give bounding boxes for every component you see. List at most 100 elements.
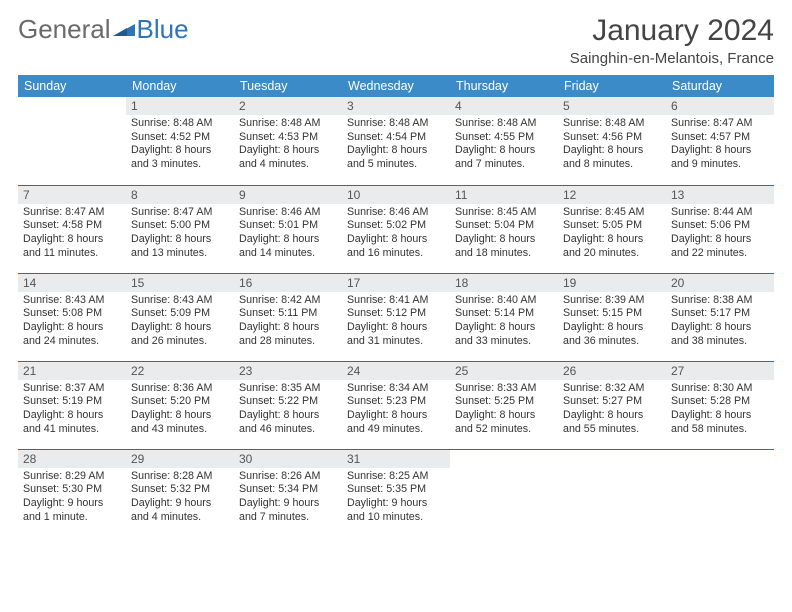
sunrise-text: Sunrise: 8:42 AM: [239, 294, 337, 308]
calendar-day-cell: 12Sunrise: 8:45 AMSunset: 5:05 PMDayligh…: [558, 185, 666, 273]
calendar-day-cell: 10Sunrise: 8:46 AMSunset: 5:02 PMDayligh…: [342, 185, 450, 273]
weekday-header: Wednesday: [342, 75, 450, 97]
calendar-week-row: 14Sunrise: 8:43 AMSunset: 5:08 PMDayligh…: [18, 273, 774, 361]
sunset-text: Sunset: 5:09 PM: [131, 307, 229, 321]
sunset-text: Sunset: 5:22 PM: [239, 395, 337, 409]
sunset-text: Sunset: 5:34 PM: [239, 483, 337, 497]
calendar-day-cell: 6Sunrise: 8:47 AMSunset: 4:57 PMDaylight…: [666, 97, 774, 185]
calendar-day-cell: .: [450, 449, 558, 537]
calendar-day-cell: 29Sunrise: 8:28 AMSunset: 5:32 PMDayligh…: [126, 449, 234, 537]
logo-text-general: General: [18, 14, 111, 45]
day-number: 19: [558, 274, 666, 292]
sunset-text: Sunset: 5:01 PM: [239, 219, 337, 233]
sunset-text: Sunset: 5:17 PM: [671, 307, 769, 321]
day-detail: Sunrise: 8:32 AMSunset: 5:27 PMDaylight:…: [558, 380, 666, 440]
day-detail: Sunrise: 8:26 AMSunset: 5:34 PMDaylight:…: [234, 468, 342, 528]
daylight-text: Daylight: 8 hours and 9 minutes.: [671, 144, 769, 171]
daylight-text: Daylight: 8 hours and 8 minutes.: [563, 144, 661, 171]
sunset-text: Sunset: 5:30 PM: [23, 483, 121, 497]
sunset-text: Sunset: 4:53 PM: [239, 131, 337, 145]
calendar-day-cell: 24Sunrise: 8:34 AMSunset: 5:23 PMDayligh…: [342, 361, 450, 449]
weekday-header: Tuesday: [234, 75, 342, 97]
calendar-day-cell: 25Sunrise: 8:33 AMSunset: 5:25 PMDayligh…: [450, 361, 558, 449]
calendar-day-cell: 2Sunrise: 8:48 AMSunset: 4:53 PMDaylight…: [234, 97, 342, 185]
sunset-text: Sunset: 5:05 PM: [563, 219, 661, 233]
weekday-header: Sunday: [18, 75, 126, 97]
calendar-day-cell: 26Sunrise: 8:32 AMSunset: 5:27 PMDayligh…: [558, 361, 666, 449]
calendar-day-cell: 19Sunrise: 8:39 AMSunset: 5:15 PMDayligh…: [558, 273, 666, 361]
day-number: 18: [450, 274, 558, 292]
day-detail: [666, 468, 774, 473]
day-detail: Sunrise: 8:30 AMSunset: 5:28 PMDaylight:…: [666, 380, 774, 440]
day-number: 7: [18, 186, 126, 204]
weekday-header: Monday: [126, 75, 234, 97]
calendar-week-row: 28Sunrise: 8:29 AMSunset: 5:30 PMDayligh…: [18, 449, 774, 537]
day-detail: Sunrise: 8:29 AMSunset: 5:30 PMDaylight:…: [18, 468, 126, 528]
daylight-text: Daylight: 8 hours and 20 minutes.: [563, 233, 661, 260]
day-detail: Sunrise: 8:40 AMSunset: 5:14 PMDaylight:…: [450, 292, 558, 352]
sunrise-text: Sunrise: 8:48 AM: [563, 117, 661, 131]
calendar-day-cell: 17Sunrise: 8:41 AMSunset: 5:12 PMDayligh…: [342, 273, 450, 361]
day-detail: [450, 468, 558, 473]
sunset-text: Sunset: 5:27 PM: [563, 395, 661, 409]
sunset-text: Sunset: 5:06 PM: [671, 219, 769, 233]
daylight-text: Daylight: 8 hours and 58 minutes.: [671, 409, 769, 436]
day-number: 5: [558, 97, 666, 115]
sunset-text: Sunset: 5:35 PM: [347, 483, 445, 497]
sunset-text: Sunset: 4:52 PM: [131, 131, 229, 145]
calendar-day-cell: 30Sunrise: 8:26 AMSunset: 5:34 PMDayligh…: [234, 449, 342, 537]
daylight-text: Daylight: 8 hours and 49 minutes.: [347, 409, 445, 436]
calendar-day-cell: 20Sunrise: 8:38 AMSunset: 5:17 PMDayligh…: [666, 273, 774, 361]
sunrise-text: Sunrise: 8:26 AM: [239, 470, 337, 484]
day-number: 11: [450, 186, 558, 204]
day-detail: Sunrise: 8:34 AMSunset: 5:23 PMDaylight:…: [342, 380, 450, 440]
calendar-week-row: 7Sunrise: 8:47 AMSunset: 4:58 PMDaylight…: [18, 185, 774, 273]
calendar-day-cell: 4Sunrise: 8:48 AMSunset: 4:55 PMDaylight…: [450, 97, 558, 185]
daylight-text: Daylight: 9 hours and 1 minute.: [23, 497, 121, 524]
calendar-table: Sunday Monday Tuesday Wednesday Thursday…: [18, 75, 774, 537]
sunrise-text: Sunrise: 8:33 AM: [455, 382, 553, 396]
calendar-day-cell: .: [18, 97, 126, 185]
sunset-text: Sunset: 5:20 PM: [131, 395, 229, 409]
sunrise-text: Sunrise: 8:32 AM: [563, 382, 661, 396]
calendar-week-row: .1Sunrise: 8:48 AMSunset: 4:52 PMDayligh…: [18, 97, 774, 185]
day-detail: Sunrise: 8:48 AMSunset: 4:53 PMDaylight:…: [234, 115, 342, 175]
sunrise-text: Sunrise: 8:48 AM: [455, 117, 553, 131]
daylight-text: Daylight: 8 hours and 55 minutes.: [563, 409, 661, 436]
day-detail: Sunrise: 8:45 AMSunset: 5:04 PMDaylight:…: [450, 204, 558, 264]
day-number: 8: [126, 186, 234, 204]
sunset-text: Sunset: 5:12 PM: [347, 307, 445, 321]
day-detail: Sunrise: 8:47 AMSunset: 4:58 PMDaylight:…: [18, 204, 126, 264]
sunrise-text: Sunrise: 8:48 AM: [131, 117, 229, 131]
daylight-text: Daylight: 8 hours and 36 minutes.: [563, 321, 661, 348]
sunrise-text: Sunrise: 8:38 AM: [671, 294, 769, 308]
daylight-text: Daylight: 8 hours and 16 minutes.: [347, 233, 445, 260]
daylight-text: Daylight: 8 hours and 46 minutes.: [239, 409, 337, 436]
weekday-header: Thursday: [450, 75, 558, 97]
day-detail: Sunrise: 8:47 AMSunset: 5:00 PMDaylight:…: [126, 204, 234, 264]
daylight-text: Daylight: 9 hours and 4 minutes.: [131, 497, 229, 524]
day-number: 26: [558, 362, 666, 380]
day-detail: Sunrise: 8:28 AMSunset: 5:32 PMDaylight:…: [126, 468, 234, 528]
location-label: Sainghin-en-Melantois, France: [570, 50, 774, 67]
day-number: 22: [126, 362, 234, 380]
daylight-text: Daylight: 8 hours and 3 minutes.: [131, 144, 229, 171]
day-number: 17: [342, 274, 450, 292]
daylight-text: Daylight: 8 hours and 33 minutes.: [455, 321, 553, 348]
sunset-text: Sunset: 4:58 PM: [23, 219, 121, 233]
day-detail: Sunrise: 8:33 AMSunset: 5:25 PMDaylight:…: [450, 380, 558, 440]
sunset-text: Sunset: 5:15 PM: [563, 307, 661, 321]
daylight-text: Daylight: 8 hours and 41 minutes.: [23, 409, 121, 436]
sunset-text: Sunset: 4:55 PM: [455, 131, 553, 145]
daylight-text: Daylight: 8 hours and 14 minutes.: [239, 233, 337, 260]
calendar-day-cell: 21Sunrise: 8:37 AMSunset: 5:19 PMDayligh…: [18, 361, 126, 449]
calendar-day-cell: .: [666, 449, 774, 537]
daylight-text: Daylight: 8 hours and 38 minutes.: [671, 321, 769, 348]
sunset-text: Sunset: 4:56 PM: [563, 131, 661, 145]
day-detail: Sunrise: 8:48 AMSunset: 4:56 PMDaylight:…: [558, 115, 666, 175]
weekday-header: Saturday: [666, 75, 774, 97]
calendar-day-cell: 7Sunrise: 8:47 AMSunset: 4:58 PMDaylight…: [18, 185, 126, 273]
calendar-day-cell: 5Sunrise: 8:48 AMSunset: 4:56 PMDaylight…: [558, 97, 666, 185]
calendar-day-cell: 13Sunrise: 8:44 AMSunset: 5:06 PMDayligh…: [666, 185, 774, 273]
sunset-text: Sunset: 5:23 PM: [347, 395, 445, 409]
